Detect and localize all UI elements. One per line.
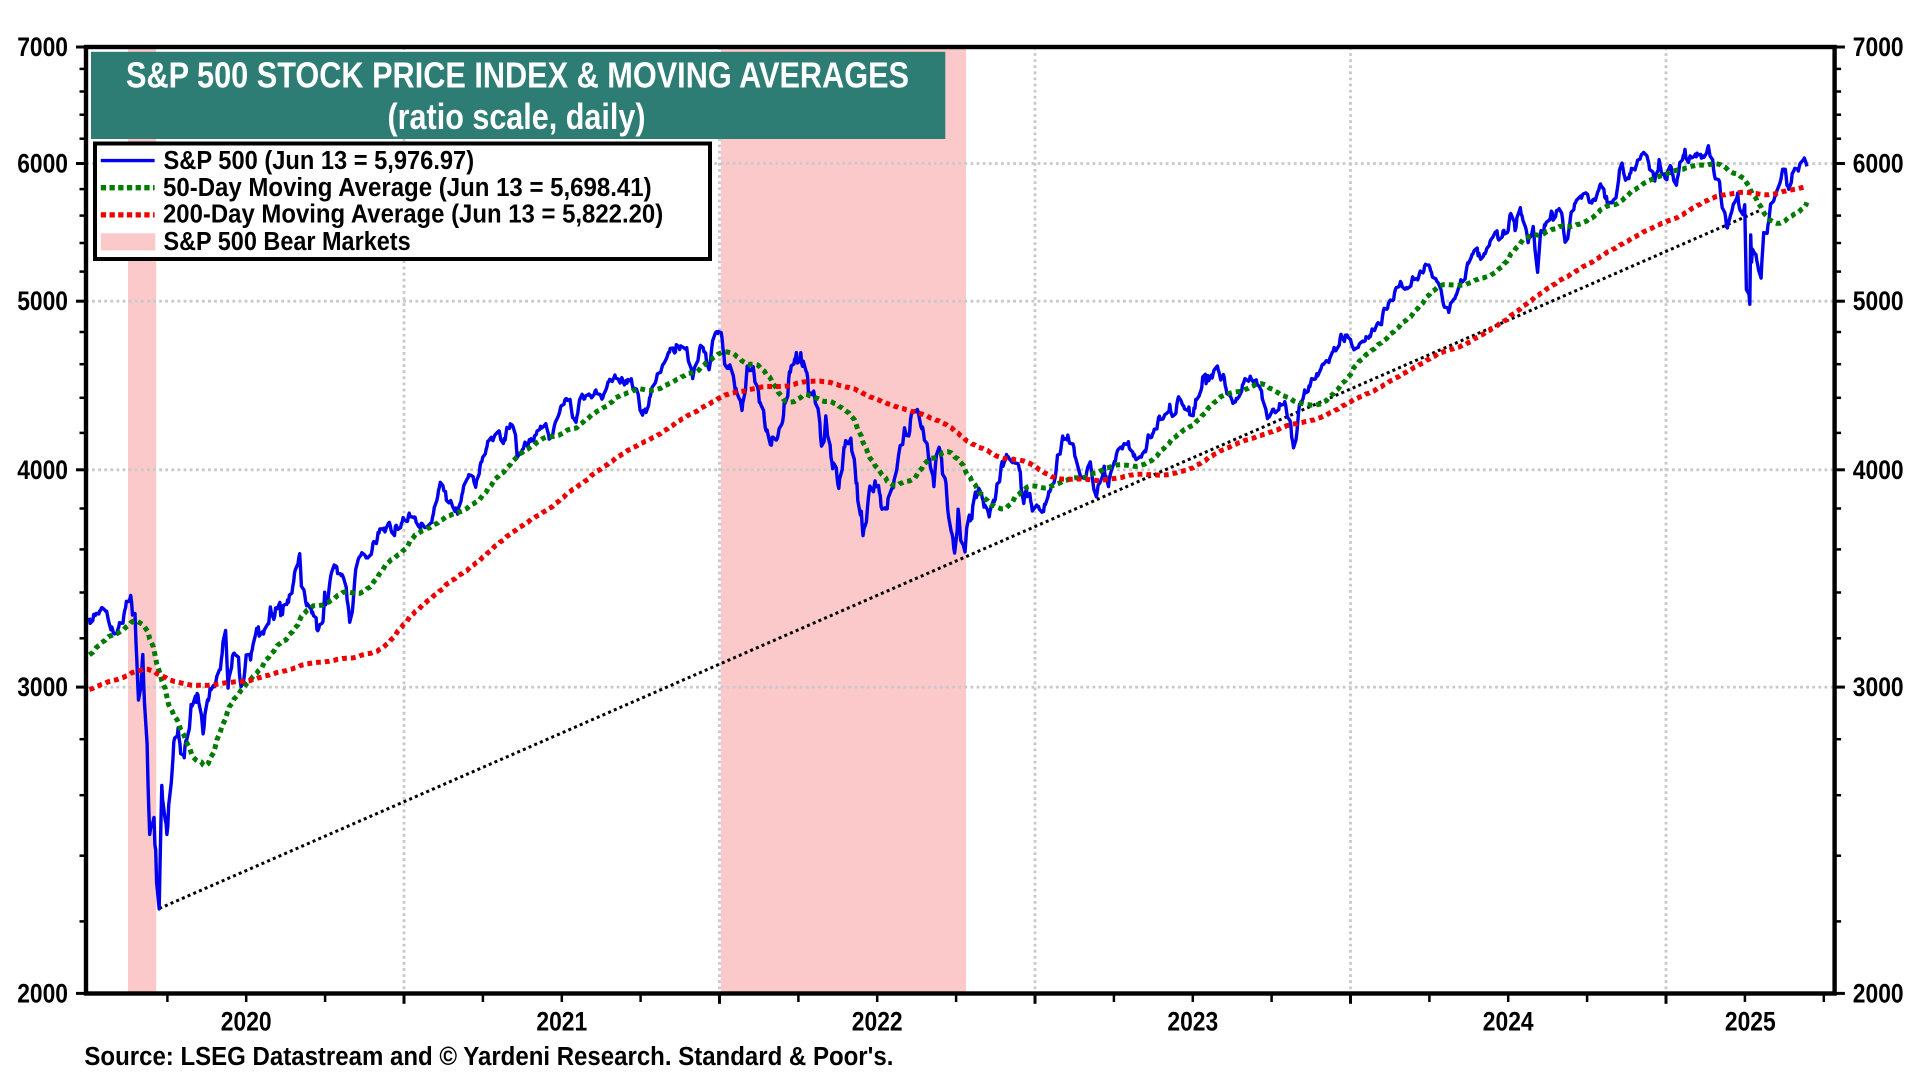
svg-text:7000: 7000 [17, 32, 68, 62]
svg-text:2024: 2024 [1483, 1007, 1534, 1037]
svg-text:5000: 5000 [1853, 286, 1904, 316]
svg-text:50-Day Moving Average (Jun 13: 50-Day Moving Average (Jun 13 = 5,698.41… [163, 174, 652, 202]
svg-text:4000: 4000 [17, 455, 68, 485]
svg-text:2020: 2020 [221, 1007, 272, 1037]
svg-text:Source: LSEG Datastream and ©: Source: LSEG Datastream and © Yardeni Re… [84, 1043, 893, 1071]
svg-text:2023: 2023 [1167, 1007, 1218, 1037]
svg-text:3000: 3000 [1853, 672, 1904, 702]
svg-text:2000: 2000 [1853, 978, 1904, 1008]
svg-text:3000: 3000 [17, 672, 68, 702]
svg-text:7000: 7000 [1853, 32, 1904, 62]
svg-text:200-Day Moving Average (Jun 13: 200-Day Moving Average (Jun 13 = 5,822.2… [163, 200, 663, 228]
svg-text:S&P 500 STOCK PRICE INDEX & MO: S&P 500 STOCK PRICE INDEX & MOVING AVERA… [126, 55, 909, 96]
svg-text:2025: 2025 [1725, 1007, 1776, 1037]
svg-text:2022: 2022 [852, 1007, 903, 1037]
svg-text:5000: 5000 [17, 286, 68, 316]
svg-text:4000: 4000 [1853, 455, 1904, 485]
svg-text:S&P 500 (Jun 13 = 5,976.97): S&P 500 (Jun 13 = 5,976.97) [164, 147, 475, 175]
svg-text:6000: 6000 [17, 148, 68, 178]
svg-text:6000: 6000 [1853, 148, 1904, 178]
svg-text:2000: 2000 [17, 978, 68, 1008]
svg-text:S&P 500 Bear Markets: S&P 500 Bear Markets [164, 228, 411, 256]
svg-text:(ratio scale, daily): (ratio scale, daily) [388, 96, 646, 137]
svg-text:2021: 2021 [536, 1007, 587, 1037]
